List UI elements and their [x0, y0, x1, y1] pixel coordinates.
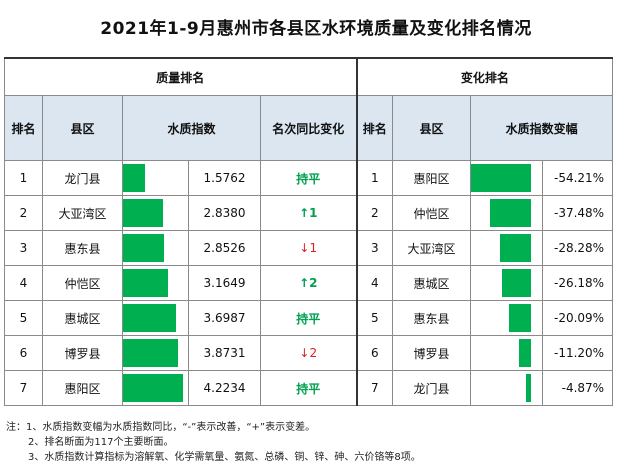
quality-index-bar [122, 195, 189, 231]
change-bar [500, 234, 532, 262]
quality-group-header: 质量排名 [3, 57, 358, 96]
quality-index-bar [122, 300, 189, 336]
change-index-bar [470, 160, 544, 196]
change-bar [502, 269, 532, 297]
quality-yoy: 持平 [259, 370, 358, 406]
quality-yoy: ↓1 [259, 230, 358, 266]
change-rank: 3 [355, 230, 394, 266]
change-index-bar [470, 195, 544, 231]
table-row: 5 惠城区 3.6987 持平 5 惠东县 -20.09% [4, 300, 614, 336]
quality-rank: 5 [4, 300, 43, 336]
quality-index-bar [122, 230, 189, 266]
quality-bar [123, 374, 183, 402]
change-value: -37.48% [542, 195, 614, 231]
quality-bar [123, 304, 176, 332]
quality-bar [123, 339, 178, 367]
footnotes: 注：1、水质指数变幅为水质指数同比，“-”表示改善，“+”表示变差。 2、排名断… [6, 420, 421, 465]
quality-rank: 2 [4, 195, 43, 231]
quality-yoy: ↓2 [259, 335, 358, 371]
change-value: -26.18% [542, 265, 614, 301]
col-index: 水质指数 [122, 95, 261, 161]
quality-county: 惠阳区 [42, 370, 123, 406]
quality-county: 仲恺区 [42, 265, 123, 301]
change-county: 惠东县 [392, 300, 472, 336]
change-county: 仲恺区 [392, 195, 472, 231]
change-bar [471, 164, 532, 192]
quality-rank: 3 [4, 230, 43, 266]
ranking-table: 质量排名 变化排名 排名 县区 水质指数 名次同比变化 排名 县区 水质指数变幅… [3, 57, 614, 406]
change-value: -28.28% [542, 230, 614, 266]
quality-index: 4.2234 [188, 370, 261, 406]
quality-yoy: ↑1 [259, 195, 358, 231]
change-value: -11.20% [542, 335, 614, 371]
quality-index: 3.8731 [188, 335, 261, 371]
quality-index: 2.8380 [188, 195, 261, 231]
quality-index: 3.6987 [188, 300, 261, 336]
table-row: 1 龙门县 1.5762 持平 1 惠阳区 -54.21% [4, 160, 614, 196]
quality-yoy: 持平 [259, 160, 358, 196]
change-index-bar [470, 300, 544, 336]
change-rank: 2 [355, 195, 394, 231]
col-county2: 县区 [392, 95, 472, 161]
col-yoy: 名次同比变化 [259, 95, 358, 161]
quality-rank: 7 [4, 370, 43, 406]
quality-bar [123, 164, 145, 192]
quality-county: 博罗县 [42, 335, 123, 371]
quality-rank: 6 [4, 335, 43, 371]
note-3: 3、水质指数计算指标为溶解氧、化学需氧量、氨氮、总磷、铜、锌、砷、六价铬等8项。 [28, 452, 421, 463]
quality-county: 惠城区 [42, 300, 123, 336]
change-rank: 7 [355, 370, 394, 406]
change-county: 龙门县 [392, 370, 472, 406]
change-bar [526, 374, 532, 402]
quality-rank: 4 [4, 265, 43, 301]
quality-index-bar [122, 160, 189, 196]
change-rank: 4 [355, 265, 394, 301]
col-rank: 排名 [4, 95, 43, 161]
table-row: 4 仲恺区 3.1649 ↑2 4 惠城区 -26.18% [4, 265, 614, 301]
col-rank2: 排名 [355, 95, 394, 161]
change-bar [490, 199, 532, 227]
change-group-header: 变化排名 [355, 57, 614, 96]
quality-rank: 1 [4, 160, 43, 196]
quality-bar [123, 234, 164, 262]
change-rank: 5 [355, 300, 394, 336]
change-index-bar [470, 370, 544, 406]
quality-county: 大亚湾区 [42, 195, 123, 231]
quality-index-bar [122, 370, 189, 406]
note-2: 2、排名断面为117个主要断面。 [28, 437, 174, 448]
quality-county: 龙门县 [42, 160, 123, 196]
page-title: 2021年1-9月惠州市各县区水环境质量及变化排名情况 [100, 19, 532, 39]
table-row: 6 博罗县 3.8731 ↓2 6 博罗县 -11.20% [4, 335, 614, 371]
change-value: -54.21% [542, 160, 614, 196]
quality-index-bar [122, 265, 189, 301]
quality-index: 1.5762 [188, 160, 261, 196]
change-value: -4.87% [542, 370, 614, 406]
change-county: 博罗县 [392, 335, 472, 371]
quality-yoy: 持平 [259, 300, 358, 336]
change-bar [509, 304, 532, 332]
change-index-bar [470, 230, 544, 266]
note-1: 注：1、水质指数变幅为水质指数同比，“-”表示改善，“+”表示变差。 [6, 422, 316, 433]
change-county: 惠城区 [392, 265, 472, 301]
change-index-bar [470, 265, 544, 301]
change-rank: 6 [355, 335, 394, 371]
quality-bar [123, 269, 168, 297]
quality-index-bar [122, 335, 189, 371]
quality-yoy: ↑2 [259, 265, 358, 301]
table-row: 3 惠东县 2.8526 ↓1 3 大亚湾区 -28.28% [4, 230, 614, 266]
change-value: -20.09% [542, 300, 614, 336]
change-index-bar [470, 335, 544, 371]
quality-index: 3.1649 [188, 265, 261, 301]
quality-county: 惠东县 [42, 230, 123, 266]
quality-index: 2.8526 [188, 230, 261, 266]
change-county: 惠阳区 [392, 160, 472, 196]
quality-bar [123, 199, 163, 227]
col-county: 县区 [42, 95, 123, 161]
change-bar [519, 339, 532, 367]
change-county: 大亚湾区 [392, 230, 472, 266]
col-change: 水质指数变幅 [470, 95, 614, 161]
table-row: 2 大亚湾区 2.8380 ↑1 2 仲恺区 -37.48% [4, 195, 614, 231]
change-rank: 1 [355, 160, 394, 196]
table-row: 7 惠阳区 4.2234 持平 7 龙门县 -4.87% [4, 370, 614, 406]
